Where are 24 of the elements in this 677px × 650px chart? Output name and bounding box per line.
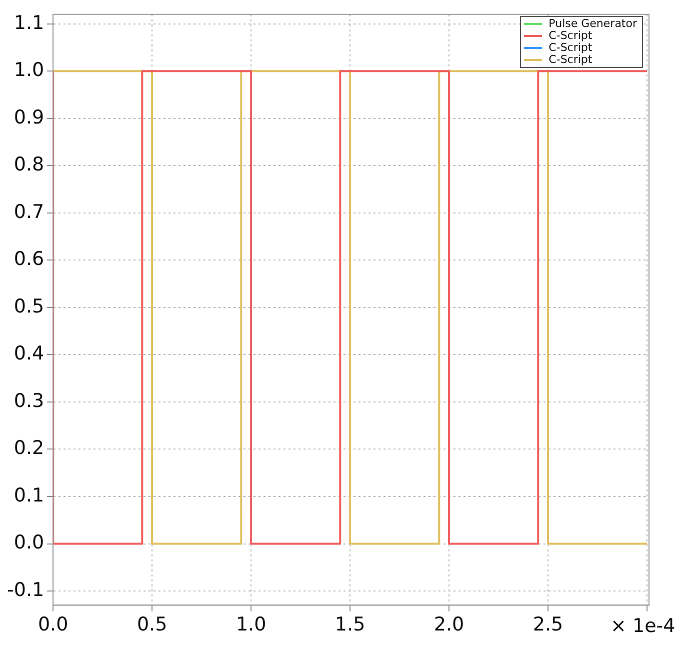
x-tick-label: 1.5 [334,614,366,636]
y-tick-label: -0.1 [6,578,44,601]
y-tick-label: 0.4 [14,342,44,365]
x-tick-label: 2.0 [434,614,464,636]
x-tick-label: 2.5 [532,614,564,636]
y-tick-label: 0.3 [14,390,44,412]
y-tick-label: 0.5 [14,295,44,318]
x-tick-label: 0.5 [136,614,168,636]
legend-label: Pulse Generator [548,17,637,30]
y-tick-label: 0.0 [14,532,44,554]
y-tick-label: 1.1 [14,12,44,34]
y-tick-label: 0.1 [14,484,44,506]
text: × 1e-4 [610,615,676,638]
y-tick-label: 0.2 [14,437,44,460]
y-tick-label: 0.6 [14,248,44,270]
legend-label: C-Script [548,53,592,66]
x-tick-label: 1.0 [236,614,266,636]
x-tick-label: 0.0 [38,614,68,636]
legend-label: C-Script [548,29,592,42]
y-tick-label: 0.9 [14,106,44,128]
y-tick-label: 0.7 [14,200,44,223]
legend-label: C-Script [548,41,592,54]
y-tick-label: 1.0 [14,59,44,82]
y-tick-label: 0.8 [14,154,44,176]
